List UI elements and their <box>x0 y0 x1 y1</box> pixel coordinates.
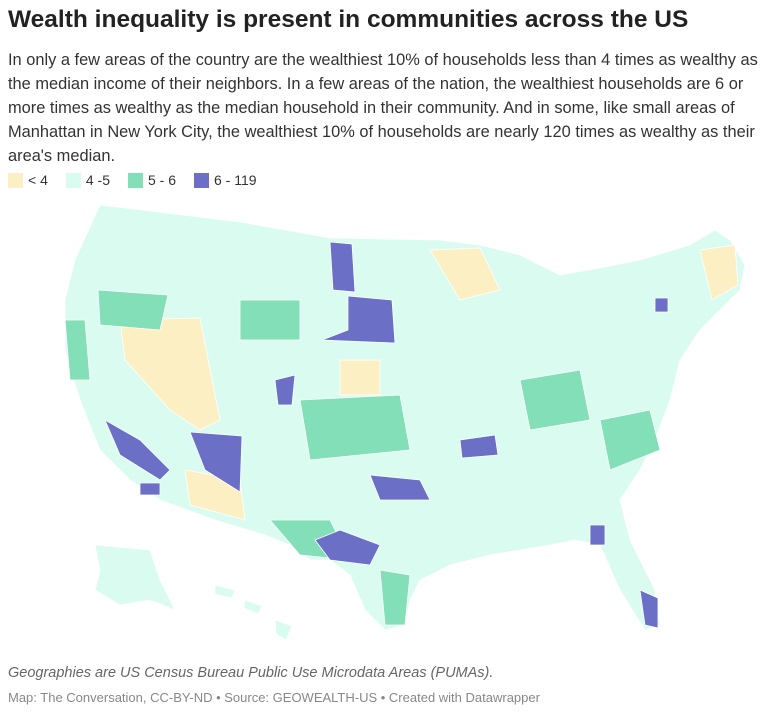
legend-item: 4 -5 <box>65 172 110 188</box>
region <box>329 241 356 293</box>
hawaii <box>214 584 293 641</box>
legend-swatch <box>127 172 143 188</box>
legend-swatch <box>8 172 23 188</box>
region <box>369 474 431 501</box>
legend-swatch <box>65 172 81 188</box>
description: In only a few areas of the country are t… <box>8 51 758 165</box>
legend-label: 4 -5 <box>85 172 110 188</box>
legend-swatch <box>194 172 209 188</box>
region <box>64 319 91 381</box>
credit: Map: The Conversation, CC-BY-ND • Source… <box>8 690 540 705</box>
title: Wealth inequality is present in communit… <box>8 6 689 33</box>
region <box>97 289 169 331</box>
map <box>64 204 746 641</box>
legend: < 4 4 -5 5 - 6 6 - 119 <box>8 172 257 188</box>
legend-item: 6 - 119 <box>194 172 257 188</box>
region <box>379 569 411 626</box>
region <box>314 529 381 566</box>
region <box>104 419 171 481</box>
region <box>274 374 296 406</box>
region <box>119 317 221 431</box>
region <box>239 299 301 341</box>
region <box>599 409 661 471</box>
region <box>699 244 739 301</box>
note: Geographies are US Census Bureau Public … <box>8 665 494 681</box>
region <box>589 524 606 546</box>
region <box>459 434 499 459</box>
alaska <box>94 544 176 611</box>
legend-item: 5 - 6 <box>127 172 176 188</box>
legend-label: < 4 <box>28 172 48 188</box>
contiguous-us <box>64 204 746 631</box>
legend-label: 6 - 119 <box>214 172 257 188</box>
region <box>519 369 591 431</box>
legend-item: < 4 <box>8 172 48 188</box>
region <box>339 359 381 396</box>
legend-label: 5 - 6 <box>147 172 176 188</box>
region <box>299 394 411 461</box>
region <box>429 247 501 301</box>
region <box>321 295 396 344</box>
region <box>139 482 161 496</box>
region <box>189 431 243 493</box>
region <box>639 589 659 629</box>
region <box>654 297 669 313</box>
